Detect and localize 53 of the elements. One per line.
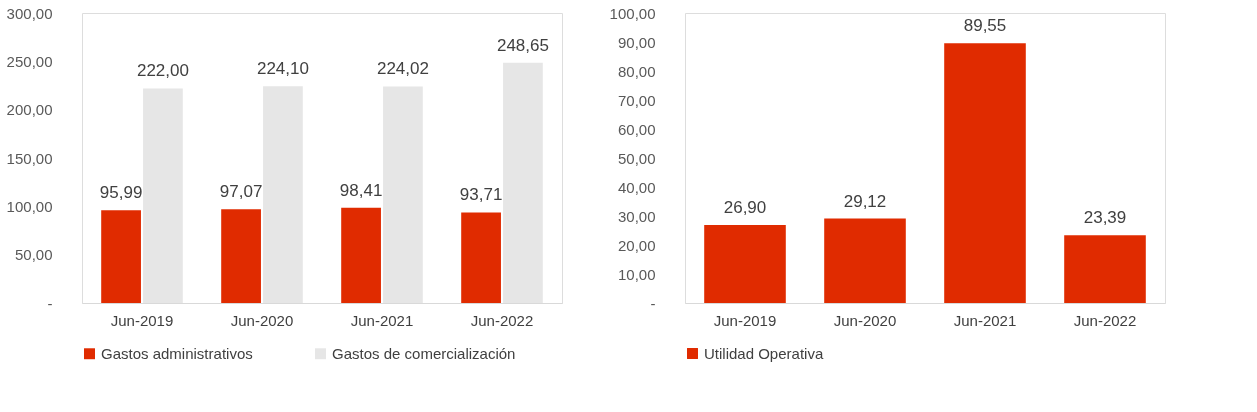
bar: [503, 62, 543, 303]
y-tick-label: 90,00: [617, 33, 656, 51]
data-label: 224,10: [256, 59, 309, 79]
y-tick-label: -: [47, 294, 53, 312]
x-tick-label: Jun-2020: [833, 311, 897, 329]
data-label: 93,71: [459, 185, 503, 205]
data-label: 95,99: [99, 183, 143, 203]
y-tick-label: 40,00: [617, 178, 656, 196]
data-label: 29,12: [843, 191, 887, 211]
data-label: 26,90: [723, 197, 767, 217]
y-tick-label: 200,00: [6, 101, 53, 119]
bar: [101, 210, 141, 303]
data-label: 222,00: [136, 61, 189, 81]
y-tick-label: 20,00: [617, 236, 656, 254]
y-tick-label: 10,00: [617, 265, 656, 283]
data-label: 89,55: [963, 16, 1007, 36]
y-tick-label: 300,00: [6, 4, 53, 22]
bar: [1064, 235, 1146, 303]
bar: [221, 209, 261, 303]
x-tick-label: Jun-2022: [1073, 311, 1137, 329]
x-tick-label: Jun-2020: [230, 311, 294, 329]
bar: [944, 43, 1026, 303]
x-tick-label: Jun-2021: [350, 311, 414, 329]
x-tick-label: Jun-2021: [953, 311, 1017, 329]
y-tick-label: 50,00: [617, 149, 656, 167]
x-tick-label: Jun-2022: [470, 311, 534, 329]
bar: [824, 218, 906, 303]
bar: [383, 86, 423, 303]
data-label: 248,65: [496, 35, 549, 55]
y-tick-label: -: [650, 294, 656, 312]
bar: [341, 207, 381, 303]
y-tick-label: 70,00: [617, 91, 656, 109]
data-label: 23,39: [1083, 208, 1127, 228]
x-tick-label: Jun-2019: [713, 311, 777, 329]
bar: [461, 212, 501, 303]
bar: [143, 88, 183, 303]
legend-label: Utilidad Operativa: [704, 344, 824, 362]
y-tick-label: 80,00: [617, 62, 656, 80]
data-label: 224,02: [376, 59, 429, 79]
y-tick-label: 150,00: [6, 149, 53, 167]
y-tick-label: 250,00: [6, 52, 53, 70]
x-tick-label: Jun-2019: [110, 311, 174, 329]
data-label: 98,41: [339, 180, 383, 200]
y-tick-label: 50,00: [14, 246, 53, 264]
data-label: 97,07: [219, 182, 263, 202]
y-tick-label: 100,00: [609, 4, 656, 22]
bar: [704, 224, 786, 303]
legend-label: Gastos administrativos: [101, 344, 253, 362]
y-tick-label: 60,00: [617, 120, 656, 138]
y-tick-label: 100,00: [6, 197, 53, 215]
legend-label: Gastos de comercialización: [332, 344, 516, 362]
bar: [263, 86, 303, 303]
y-tick-label: 30,00: [617, 207, 656, 225]
